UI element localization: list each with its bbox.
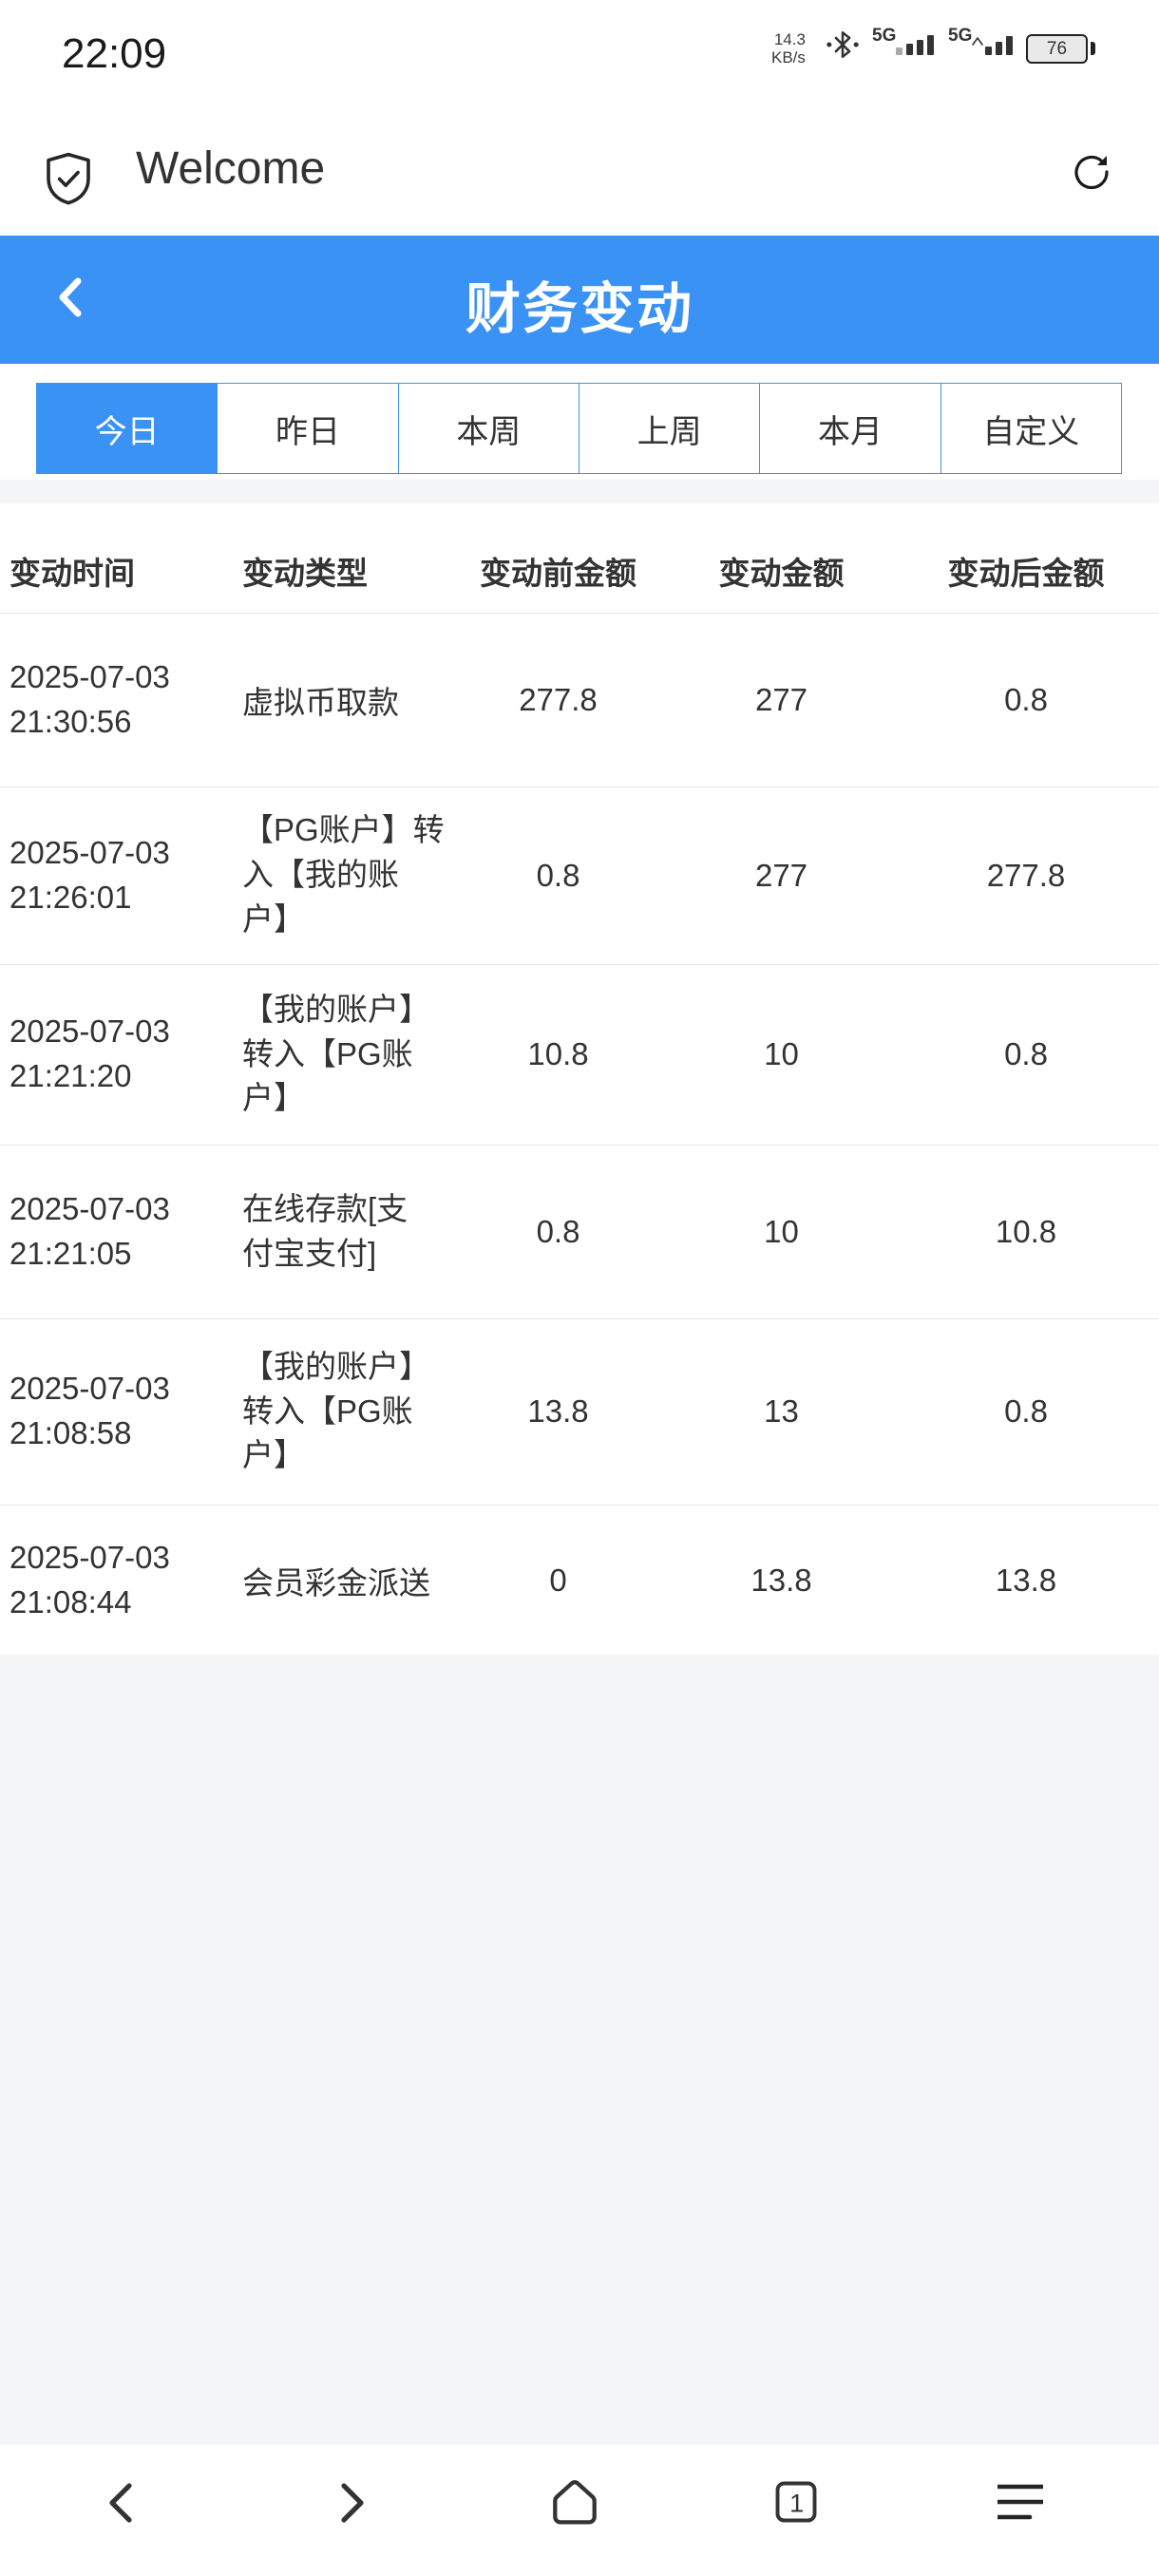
svg-text:1: 1 [789,2488,804,2517]
